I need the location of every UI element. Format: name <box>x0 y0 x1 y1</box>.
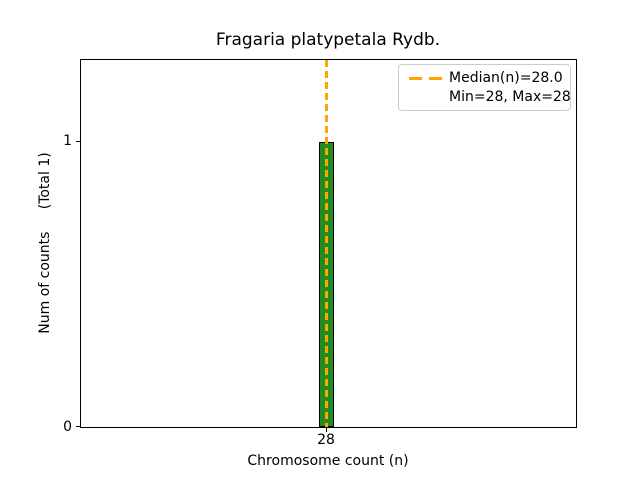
legend-entry-minmax: Min=28, Max=28 <box>409 88 571 107</box>
legend-entry-median: Median(n)=28.0 <box>409 69 563 88</box>
chart-title: Fragaria platypetala Rydb. <box>215 30 441 50</box>
legend-median-label: Median(n)=28.0 <box>449 70 563 87</box>
legend-box: Median(n)=28.0 Min=28, Max=28 <box>398 64 571 111</box>
y-tick-mark-1 <box>76 141 80 142</box>
x-tick-mark-28 <box>326 428 327 432</box>
median-dashed-line <box>325 60 328 427</box>
median-dashed-line-icon <box>409 76 442 80</box>
y-tick-label-0: 0 <box>63 419 72 435</box>
legend-minmax-label: Min=28, Max=28 <box>449 88 571 105</box>
y-tick-label-1: 1 <box>63 133 72 149</box>
y-axis-label: Num of counts (Total 1) <box>37 152 53 334</box>
x-axis-label: Chromosome count (n) <box>247 453 409 469</box>
y-tick-mark-0 <box>76 426 80 427</box>
x-tick-label-28: 28 <box>317 432 335 448</box>
legend-empty-swatch <box>409 95 442 98</box>
